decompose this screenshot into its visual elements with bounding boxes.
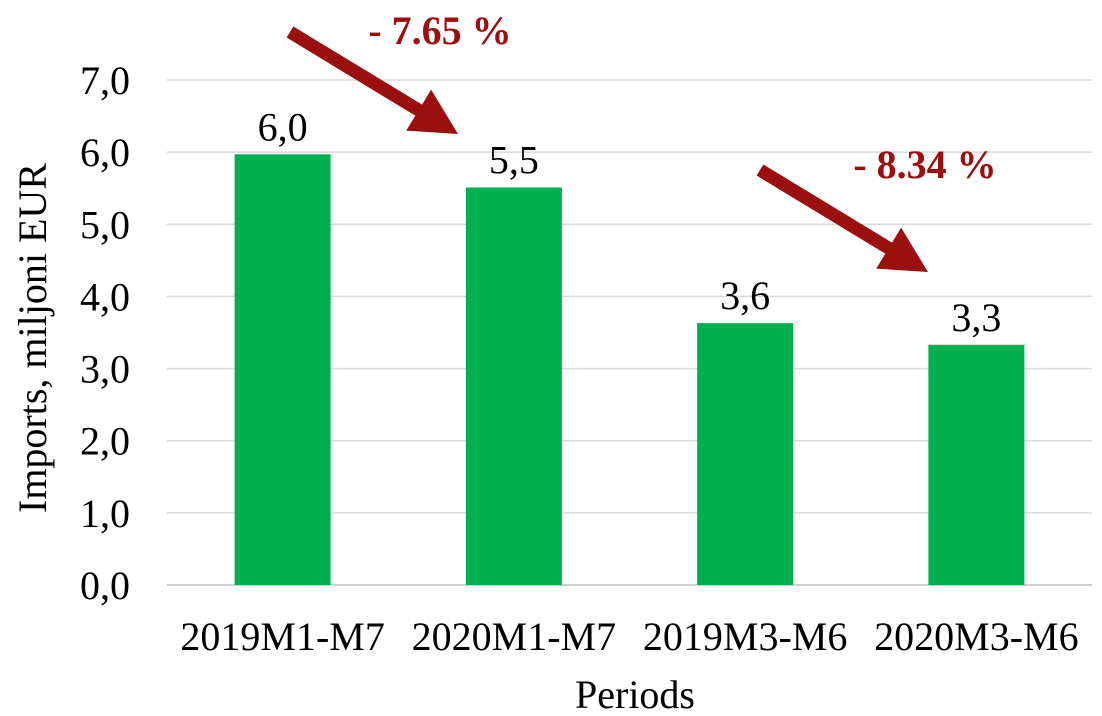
y-tick-label: 0,0 (80, 563, 130, 608)
y-tick-label: 1,0 (80, 491, 130, 536)
y-tick-label: 5,0 (80, 202, 130, 247)
data-label: 3,6 (720, 273, 770, 318)
x-tick-label: 2019M1-M7 (180, 614, 384, 659)
data-labels: 6,0 5,5 3,6 3,3 (258, 104, 1002, 339)
annotation-arrow-head (876, 227, 928, 272)
x-tick-label: 2020M1-M7 (412, 614, 616, 659)
annotation-arrow-shaft (286, 26, 426, 118)
annotation-arrow-head (406, 89, 458, 134)
annotation-text: - 8.34 % (853, 142, 996, 187)
data-label: 6,0 (258, 104, 308, 149)
annotation-text: - 7.65 % (368, 8, 511, 53)
y-tick-label: 6,0 (80, 130, 130, 175)
x-tick-label: 2020M3-M6 (874, 614, 1078, 659)
x-axis-label: Periods (575, 672, 695, 716)
bar (928, 344, 1025, 585)
x-axis-ticks: 2019M1-M7 2020M1-M7 2019M3-M6 2020M3-M6 (180, 614, 1078, 659)
annotations: - 7.65 % - 8.34 % (286, 8, 997, 272)
data-label: 3,3 (951, 295, 1001, 340)
x-tick-label: 2019M3-M6 (643, 614, 847, 659)
y-tick-label: 7,0 (80, 58, 130, 103)
bars (234, 154, 1025, 586)
y-tick-label: 4,0 (80, 274, 130, 319)
data-label: 5,5 (489, 137, 539, 182)
y-tick-label: 2,0 (80, 419, 130, 464)
y-tick-label: 3,0 (80, 347, 130, 392)
y-axis-label: Imports, miljoni EUR (10, 163, 55, 513)
annotation-arrow-shaft (756, 164, 896, 256)
bar (697, 323, 794, 585)
y-axis-ticks: 0,0 1,0 2,0 3,0 4,0 5,0 6,0 7,0 (80, 58, 130, 608)
bar (465, 187, 562, 585)
bar (234, 154, 331, 586)
